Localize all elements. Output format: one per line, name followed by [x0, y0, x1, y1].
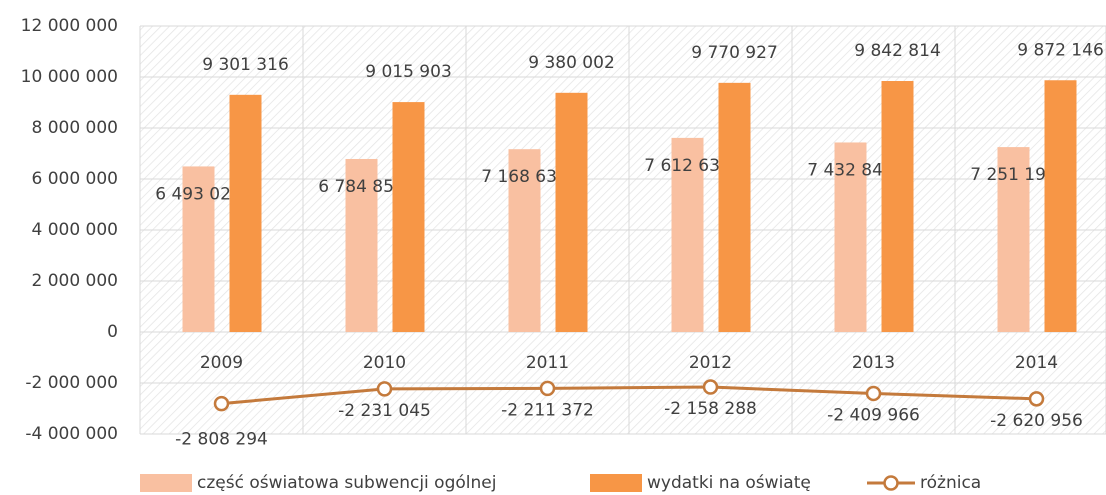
legend-label: wydatki na oświatę	[647, 473, 811, 493]
legend-swatch	[140, 474, 192, 492]
x-tick-label: 2014	[1015, 353, 1058, 373]
bar	[345, 158, 378, 332]
y-tick-label: 6 000 000	[31, 169, 118, 189]
data-label: 6 784 858	[318, 177, 405, 197]
legend-swatch	[883, 475, 899, 491]
bar	[671, 137, 704, 332]
data-label: 9 380 002	[528, 53, 615, 73]
line-marker	[376, 381, 393, 397]
y-tick-label: 12 000 000	[21, 16, 118, 36]
bar	[555, 92, 588, 332]
data-label: 9 842 814	[854, 41, 941, 61]
data-label: -2 620 956	[990, 411, 1083, 431]
data-label: 9 301 316	[202, 55, 289, 75]
x-tick-label: 2013	[852, 353, 895, 373]
data-label: 9 770 927	[691, 43, 778, 63]
bar	[229, 94, 262, 333]
bar	[508, 149, 541, 332]
line-marker	[1028, 391, 1045, 407]
line-marker	[865, 385, 882, 402]
y-tick-label: -4 000 000	[25, 424, 118, 444]
line	[221, 385, 1037, 406]
bar	[392, 102, 425, 332]
bar	[718, 82, 751, 332]
y-tick-label: 2 000 000	[31, 271, 118, 291]
y-tick-label: 0	[107, 322, 118, 342]
data-label: 7 251 190	[970, 165, 1057, 185]
x-tick-label: 2009	[200, 353, 243, 373]
bar	[182, 166, 215, 332]
data-label: 6 493 022	[155, 184, 242, 204]
legend-label: część oświatowa subwencji ogólnej	[197, 473, 496, 493]
x-tick-label: 2010	[363, 353, 406, 373]
legend-label: różnica	[920, 473, 981, 493]
legend-swatch	[590, 474, 642, 492]
data-label: 7 432 848	[807, 160, 894, 180]
line-marker	[213, 395, 230, 412]
data-label: 9 872 146	[1017, 40, 1104, 60]
data-label: -2 231 045	[338, 401, 431, 421]
data-label: 7 612 639	[644, 156, 731, 176]
line-marker	[539, 380, 556, 397]
y-tick-label: -2 000 000	[25, 373, 118, 393]
y-tick-label: 8 000 000	[31, 118, 118, 138]
bar	[881, 81, 914, 332]
data-label: -2 409 966	[827, 405, 920, 425]
bar	[1044, 80, 1077, 332]
y-tick-label: 4 000 000	[31, 220, 118, 240]
data-label: 7 168 630	[481, 167, 568, 187]
x-tick-label: 2012	[689, 353, 732, 373]
x-tick-label: 2011	[526, 353, 569, 373]
line-marker	[702, 379, 719, 395]
data-label: 9 015 903	[365, 62, 452, 82]
data-label: -2 158 288	[664, 399, 757, 419]
bar	[834, 142, 867, 332]
y-tick-label: 10 000 000	[21, 67, 118, 87]
data-label: -2 808 294	[175, 430, 268, 450]
bar	[997, 147, 1030, 332]
data-label: -2 211 372	[501, 400, 594, 420]
